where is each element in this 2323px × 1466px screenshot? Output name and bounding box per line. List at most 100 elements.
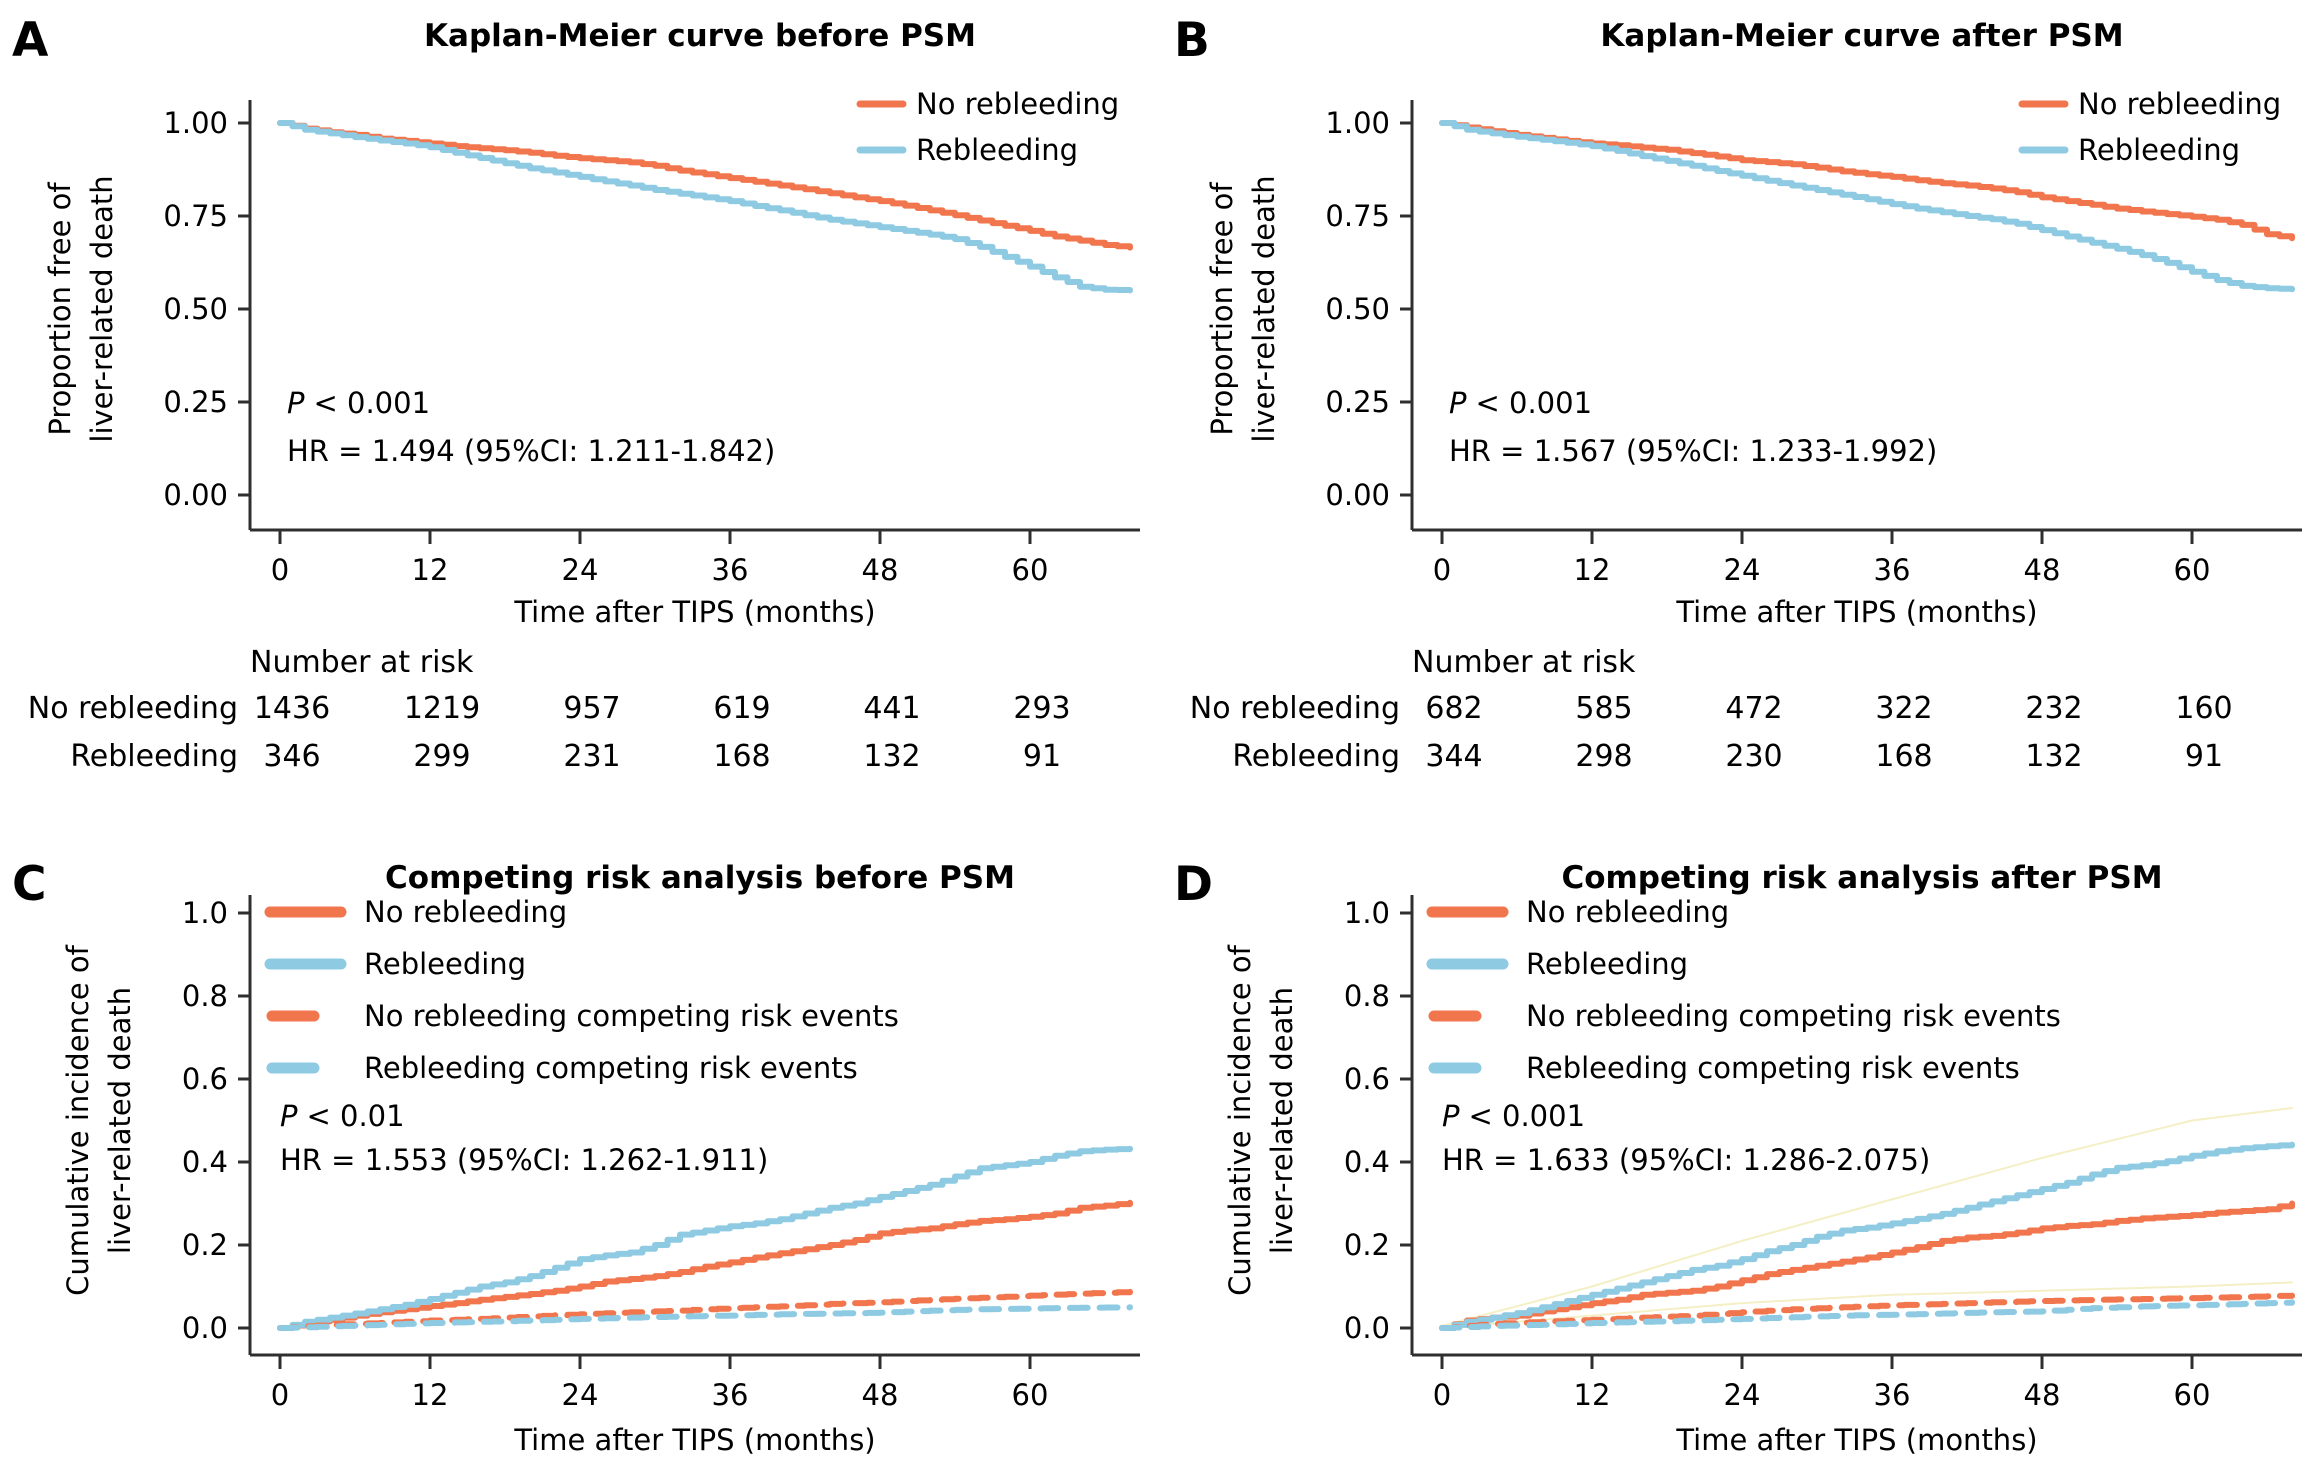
y-axis-label-line2: liver-related death [1265,987,1299,1254]
hr-value-text: HR = 1.553 (95%CI: 1.262-1.911) [280,1143,768,1177]
y-tick-label: 0.75 [1325,199,1390,233]
curve-rebleeding-competing [1439,1299,2295,1331]
x-tick-label: 48 [862,553,899,587]
risk-count: 298 [1575,739,1632,774]
x-tick-label: 60 [2174,1378,2211,1412]
curve-faint-ci-lower-line [1441,1281,2293,1329]
legend-label: No rebleeding [916,87,1119,121]
curve-no-rebleeding-competing [1439,1292,2295,1331]
y-axis-label-line1: Cumulative incidence of [61,944,95,1296]
y-tick-label: 0.25 [163,385,228,419]
risk-count: 168 [713,739,770,774]
panel-title: Kaplan-Meier curve before PSM [424,18,976,54]
x-tick-label: 48 [2024,1378,2061,1412]
curve-no-rebleeding [277,1199,1133,1331]
p-comparison: < 0.01 [307,1099,405,1133]
y-tick-label: 1.0 [1344,896,1390,930]
risk-table-title: Number at risk [250,645,474,680]
risk-count: 346 [263,739,320,774]
y-tick-label: 0.6 [1344,1062,1390,1096]
curve-rebleeding [277,1145,1133,1331]
x-tick-label: 36 [1874,553,1911,587]
risk-count: 322 [1875,691,1932,726]
x-tick-label: 24 [562,553,599,587]
hr-value-text: HR = 1.567 (95%CI: 1.233-1.992) [1449,434,1937,468]
legend-label: Rebleeding [916,133,1078,167]
curve-rebleeding [1439,1141,2295,1331]
panel-a: A Kaplan-Meier curve before PSM Proportion… [0,0,1161,810]
risk-count: 160 [2175,691,2232,726]
risk-count: 91 [1023,739,1061,774]
y-tick-label: 0.2 [182,1228,228,1262]
y-tick-label: 0.00 [163,478,228,512]
x-tick-label: 24 [562,1378,599,1412]
x-tick-label: 36 [712,1378,749,1412]
y-axis-label-line2: liver-related death [85,175,119,442]
risk-count: 957 [563,691,620,726]
panel-d-chart: D Competing risk analysis after PSM Cumula… [1174,857,2302,1457]
y-tick-label: 0.50 [163,292,228,326]
risk-count: 1436 [254,691,330,726]
risk-count: 441 [863,691,920,726]
p-value-text: P < 0.001 [1442,1099,1585,1133]
curve-faint-ci-upper-line [1441,1107,2293,1327]
panel-letter: B [1174,13,1210,68]
legend-label: No rebleeding [364,895,567,929]
risk-table-title: Number at risk [1412,645,1636,680]
x-tick-label: 36 [712,553,749,587]
risk-count: 91 [2185,739,2223,774]
legend-label: No rebleeding competing risk events [1526,999,2061,1033]
y-axis-label-line1: Proportion free of [1205,182,1239,436]
x-tick-label: 0 [271,1378,289,1412]
panel-a-chart: A Kaplan-Meier curve before PSM Proportion… [12,13,1140,774]
p-comparison: < 0.001 [314,386,431,420]
legend-label: Rebleeding [2078,133,2240,167]
panel-letter: D [1174,857,1213,912]
hr-value-text: HR = 1.633 (95%CI: 1.286-2.075) [1442,1143,1930,1177]
legend-label: Rebleeding competing risk events [1526,1051,2020,1085]
p-symbol: P [287,386,305,420]
x-tick-label: 12 [412,553,449,587]
legend-label: No rebleeding competing risk events [364,999,899,1033]
x-tick-label: 12 [412,1378,449,1412]
y-tick-label: 1.00 [163,106,228,140]
y-tick-label: 0.75 [163,199,228,233]
y-tick-label: 1.00 [1325,106,1390,140]
y-tick-label: 1.0 [182,896,228,930]
panel-title: Competing risk analysis after PSM [1561,860,2162,896]
p-symbol: P [280,1099,298,1133]
x-tick-label: 12 [1574,553,1611,587]
legend-label: Rebleeding [1526,947,1688,981]
panel-b: B Kaplan-Meier curve after PSM Proportion … [1162,0,2323,810]
risk-count: 293 [1013,691,1070,726]
x-tick-label: 60 [1012,1378,1049,1412]
y-tick-label: 0.25 [1325,385,1390,419]
x-axis-label: Time after TIPS (months) [1675,1423,2037,1457]
y-tick-label: 0.4 [1344,1145,1390,1179]
x-tick-label: 0 [1433,1378,1451,1412]
x-tick-label: 60 [1012,553,1049,587]
risk-count: 168 [1875,739,1932,774]
y-tick-label: 0.00 [1325,478,1390,512]
risk-count: 232 [2025,691,2082,726]
curve-rebleeding [1439,120,2295,293]
x-tick-label: 48 [2024,553,2061,587]
x-tick-label: 24 [1724,553,1761,587]
p-value-text: P < 0.001 [1449,386,1592,420]
p-value-text: P < 0.01 [280,1099,405,1133]
panel-c: C Competing risk analysis before PSM Cumul… [0,810,1161,1466]
p-comparison: < 0.001 [1476,386,1593,420]
risk-count: 132 [863,739,920,774]
y-tick-label: 0.50 [1325,292,1390,326]
p-value-text: P < 0.001 [287,386,430,420]
panel-letter: C [12,857,47,912]
risk-count: 230 [1725,739,1782,774]
curve-no-rebleeding [1439,1200,2295,1331]
risk-row-label: No rebleeding [28,691,238,726]
x-axis-label: Time after TIPS (months) [1675,595,2037,629]
p-symbol: P [1449,386,1467,420]
risk-count: 344 [1425,739,1482,774]
x-axis-label: Time after TIPS (months) [513,1423,875,1457]
y-axis-label-line1: Proportion free of [43,182,77,436]
